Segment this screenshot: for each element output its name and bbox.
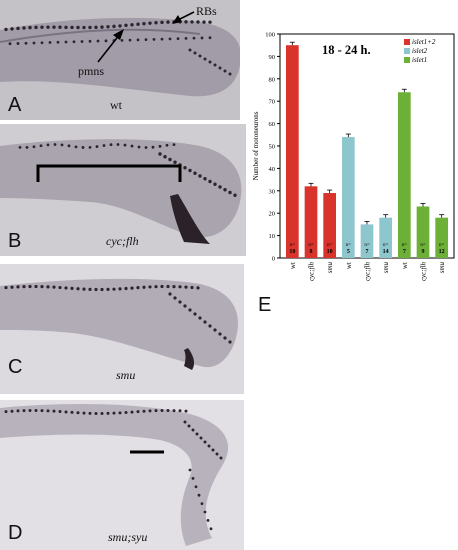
panel-a-letter: A bbox=[8, 94, 22, 116]
category-label: smu bbox=[438, 262, 446, 274]
n-value: 10 bbox=[327, 249, 333, 255]
panel-c-image bbox=[0, 264, 244, 394]
legend-entry: islet1+2 bbox=[412, 38, 436, 46]
category-label: wt bbox=[345, 262, 353, 269]
rbs-label: RBs bbox=[196, 4, 217, 18]
category-label: smu bbox=[382, 262, 390, 274]
n-label: n= bbox=[364, 243, 370, 248]
bar bbox=[379, 217, 393, 258]
category-label: wt bbox=[401, 262, 409, 269]
embryo-a-illustration bbox=[0, 17, 240, 97]
panel-e-letter: E bbox=[258, 294, 272, 316]
y-tick-label: 40 bbox=[269, 166, 276, 173]
y-tick-label: 60 bbox=[269, 121, 276, 128]
legend-swatch bbox=[404, 57, 410, 63]
category-label: cyc;flh bbox=[420, 262, 428, 282]
n-value: 10 bbox=[289, 249, 295, 255]
bar bbox=[341, 137, 355, 258]
n-label: n= bbox=[420, 243, 426, 248]
category-label: cyc;flh bbox=[364, 262, 372, 282]
y-tick-label: 90 bbox=[269, 54, 276, 61]
panel-d-image bbox=[0, 400, 244, 550]
n-value: 12 bbox=[439, 249, 445, 255]
panel-d-genotype: smu;syu bbox=[108, 530, 148, 544]
bar bbox=[360, 224, 374, 258]
y-tick-label: 100 bbox=[265, 32, 275, 39]
n-label: n= bbox=[402, 243, 408, 248]
n-value: 7 bbox=[403, 249, 406, 255]
y-tick-label: 50 bbox=[269, 144, 276, 151]
y-tick-label: 0 bbox=[272, 256, 275, 263]
n-label: n= bbox=[290, 243, 296, 248]
motoneuron-bar-chart: 0 10 20 30 40 50 60 70 80 90 100 Number of motoneur… bbox=[252, 32, 455, 282]
bar bbox=[435, 217, 449, 258]
bar bbox=[304, 186, 318, 258]
n-value: 5 bbox=[347, 249, 350, 255]
panel-b-letter: B bbox=[8, 230, 22, 252]
category-label: wt bbox=[289, 262, 297, 269]
panel-a-genotype: wt bbox=[110, 98, 122, 112]
embryo-d-illustration bbox=[0, 404, 229, 546]
pmns-label: pmns bbox=[78, 64, 105, 78]
panel-c-letter: C bbox=[8, 356, 23, 378]
embryo-c-illustration bbox=[0, 278, 238, 370]
bar bbox=[416, 206, 430, 258]
y-tick-label: 80 bbox=[269, 76, 276, 83]
n-value: 8 bbox=[310, 249, 313, 255]
y-tick-label: 20 bbox=[269, 211, 276, 218]
n-value: 9 bbox=[422, 249, 425, 255]
n-label: n= bbox=[439, 243, 445, 248]
bar bbox=[397, 92, 411, 259]
n-label: n= bbox=[383, 243, 389, 248]
legend-entry: islet2 bbox=[412, 47, 428, 55]
panel-a-image: RBs pmns bbox=[0, 0, 240, 120]
category-label: cyc;flh bbox=[308, 262, 316, 282]
y-axis-label: Number of motoneurons bbox=[252, 111, 260, 180]
n-label: n= bbox=[327, 243, 333, 248]
bar bbox=[285, 45, 299, 259]
chart-title: 18 - 24 h. bbox=[322, 43, 371, 57]
embryo-b-illustration bbox=[0, 139, 242, 244]
bar bbox=[323, 193, 337, 258]
panel-b-image bbox=[0, 124, 246, 256]
n-value: 7 bbox=[366, 249, 369, 255]
panel-c-genotype: smu bbox=[116, 368, 136, 382]
y-tick-label: 70 bbox=[269, 99, 276, 106]
region-bracket bbox=[36, 164, 182, 182]
panel-d-letter: D bbox=[8, 522, 23, 544]
category-label: smu bbox=[326, 262, 334, 274]
n-label: n= bbox=[346, 243, 352, 248]
legend-entry: islet1 bbox=[412, 56, 427, 64]
y-tick-label: 30 bbox=[269, 188, 276, 195]
n-value: 14 bbox=[383, 249, 389, 255]
legend-swatch bbox=[404, 39, 410, 45]
arrow-icons bbox=[97, 11, 195, 63]
n-label: n= bbox=[308, 243, 314, 248]
y-tick-label: 10 bbox=[269, 233, 276, 240]
legend-swatch bbox=[404, 48, 410, 54]
panel-b-genotype: cyc;flh bbox=[106, 234, 139, 248]
